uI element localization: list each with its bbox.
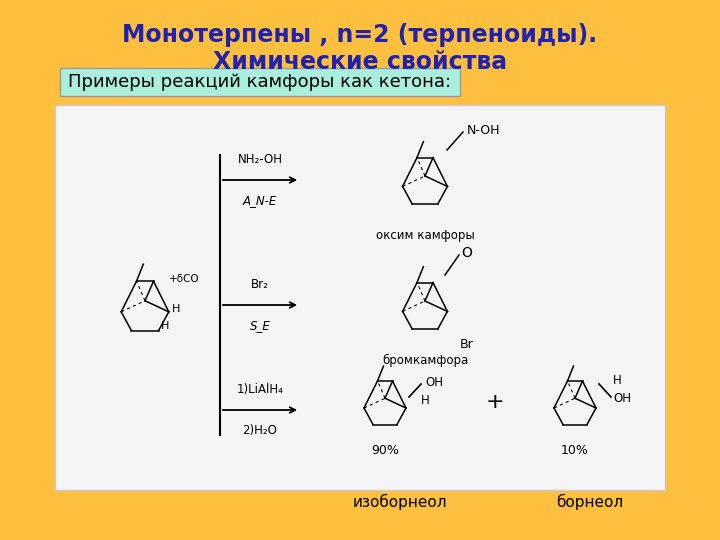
Text: Химические свойства: Химические свойства — [213, 50, 507, 74]
Text: Br: Br — [460, 339, 474, 352]
Text: 10%: 10% — [561, 443, 589, 456]
Text: O: O — [461, 246, 472, 260]
Text: оксим камфоры: оксим камфоры — [376, 228, 474, 241]
Text: OH: OH — [425, 375, 443, 388]
Bar — [60, 68, 460, 96]
Text: Монотерпены , n=2 (терпеноиды).: Монотерпены , n=2 (терпеноиды). — [122, 23, 598, 47]
Text: N-OH: N-OH — [467, 124, 500, 137]
Text: H: H — [613, 374, 622, 387]
Text: S_E: S_E — [250, 319, 271, 332]
Bar — [55, 105, 665, 490]
Text: H: H — [161, 321, 170, 331]
Text: Примеры реакций камфоры как кетона:: Примеры реакций камфоры как кетона: — [68, 73, 451, 91]
Text: +δCO: +δCO — [168, 274, 199, 285]
Text: OH: OH — [613, 392, 631, 404]
Text: 1)LiAlH₄: 1)LiAlH₄ — [237, 383, 284, 396]
Text: 2)H₂O: 2)H₂O — [243, 424, 277, 437]
Text: бромкамфора: бромкамфора — [382, 354, 468, 367]
Text: 90%: 90% — [371, 443, 399, 456]
Text: Br₂: Br₂ — [251, 278, 269, 291]
Text: H: H — [171, 304, 180, 314]
Text: NH₂-OH: NH₂-OH — [238, 153, 282, 166]
Text: A_N-E: A_N-E — [243, 194, 277, 207]
Text: +: + — [486, 392, 504, 412]
Text: изоборнеол: изоборнеол — [353, 494, 447, 510]
Text: борнеол: борнеол — [557, 494, 624, 510]
Text: H: H — [421, 394, 430, 407]
